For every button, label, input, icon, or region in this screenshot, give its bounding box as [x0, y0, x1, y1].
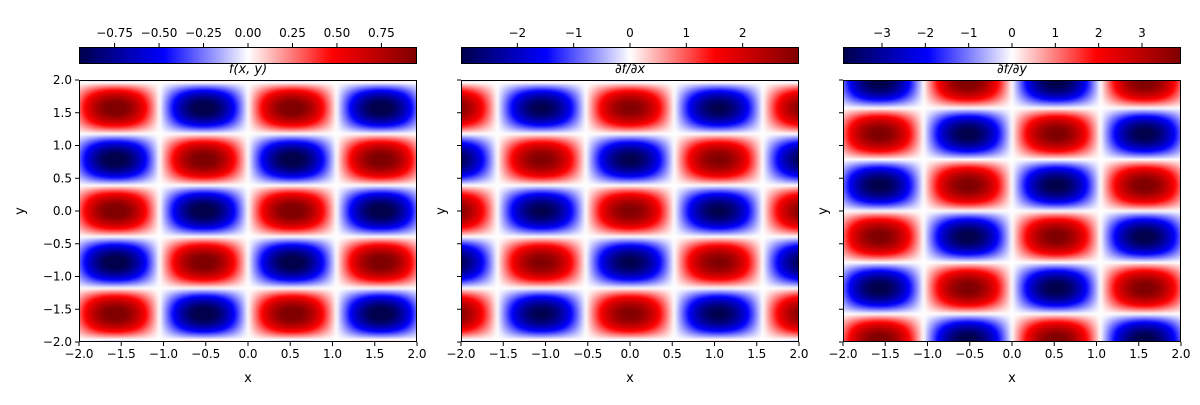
y-tick-label: 0.5: [53, 171, 72, 185]
panel-title: ∂f/∂x: [615, 62, 645, 77]
colorbar-gradient: [79, 47, 417, 64]
y-tick-label: 0.0: [53, 204, 72, 218]
colorbar: −2 −1 0 1 2: [461, 26, 799, 64]
plot-frame: [843, 80, 1181, 342]
y-axis-label: y: [816, 207, 831, 215]
colorbar-gradient: [843, 47, 1181, 64]
x-tick-label: 1.0: [323, 347, 342, 361]
colorbar-tick-label: 0: [1008, 26, 1016, 40]
colorbar-frame: [79, 47, 417, 64]
panel-title: f(x, y): [229, 62, 267, 77]
colorbar-tick-label: −0.25: [185, 26, 222, 40]
colorbar-tick-label: 0.50: [324, 26, 351, 40]
colorbar-tick-label: −0.50: [141, 26, 178, 40]
x-tick-label: −2.0: [828, 347, 857, 361]
x-tick-label: 0.5: [281, 347, 300, 361]
colorbar-tick-label: 1: [683, 26, 691, 40]
heatmap-image: [79, 80, 417, 342]
colorbar-tick-label: −2: [508, 26, 526, 40]
colorbar: −3 −2 −1 0 1 2 3: [843, 26, 1181, 64]
x-tick-label: 1.0: [1087, 347, 1106, 361]
x-tick-label: 2.0: [1171, 347, 1190, 361]
y-tick-label: −1.5: [43, 302, 72, 316]
colorbar-frame: [461, 47, 799, 64]
colorbar-frame: [843, 47, 1181, 64]
x-tick-label: −0.5: [191, 347, 220, 361]
panel-title: ∂f/∂y: [997, 62, 1027, 77]
x-axis-label: x: [1008, 371, 1016, 386]
y-tick-label: 1.0: [53, 139, 72, 153]
colorbar-tick-label: −1: [565, 26, 583, 40]
plot-frame: [79, 80, 417, 342]
colorbar-tick-label: −3: [873, 26, 891, 40]
x-tick-label: −1.5: [871, 347, 900, 361]
x-tick-label: −2.0: [446, 347, 475, 361]
colorbar-tick-label: 1: [1052, 26, 1060, 40]
x-tick-label: −1.5: [107, 347, 136, 361]
y-tick-label: −2.0: [43, 335, 72, 349]
x-tick-label: −1.0: [531, 347, 560, 361]
heatmap-image: [843, 80, 1181, 342]
x-tick-label: 0.5: [1045, 347, 1064, 361]
x-tick-label: 0.0: [620, 347, 639, 361]
x-tick-label: −1.0: [913, 347, 942, 361]
y-tick-label: 1.5: [53, 106, 72, 120]
panel-3: ∂f/∂y −2.0 −1.5 −1.0 −0.5 0.0 0.5 1.0 1.5 2.0 x y −3…: [816, 26, 1191, 386]
x-tick-label: 1.0: [705, 347, 724, 361]
x-axis-label: x: [626, 371, 634, 386]
x-tick-label: −1.5: [489, 347, 518, 361]
panel-1: f(x, y) −2.0 −1.5 −1.0 −0.5 0.0 0.5 1.0 1.5 2.0 x −…: [13, 26, 427, 386]
x-tick-label: 0.0: [1002, 347, 1021, 361]
x-tick-label: −2.0: [64, 347, 93, 361]
x-tick-label: 1.5: [1129, 347, 1148, 361]
x-tick-label: 2.0: [407, 347, 426, 361]
y-tick-label: −0.5: [43, 237, 72, 251]
colorbar-tick-label: 0.25: [279, 26, 306, 40]
heatmap-image: [461, 80, 799, 342]
colorbar: −0.75 −0.50 −0.25 0.00 0.25 0.50 0.75: [79, 26, 417, 64]
plot-frame: [461, 80, 799, 342]
colorbar-tick-label: 0.00: [235, 26, 262, 40]
panel-2: ∂f/∂x −2.0 −1.5 −1.0 −0.5 0.0 0.5 1.0 1.5 2.0 x y −2…: [434, 26, 809, 386]
y-axis-label: y: [434, 207, 449, 215]
colorbar-tick-label: 3: [1138, 26, 1146, 40]
x-tick-label: 1.5: [747, 347, 766, 361]
x-tick-label: −0.5: [955, 347, 984, 361]
x-tick-label: −0.5: [573, 347, 602, 361]
x-axis-label: x: [244, 371, 252, 386]
y-tick-label: 2.0: [53, 73, 72, 87]
x-tick-label: −1.0: [149, 347, 178, 361]
x-tick-label: 0.0: [238, 347, 257, 361]
colorbar-tick-label: −0.75: [96, 26, 133, 40]
colorbar-tick-label: −2: [916, 26, 934, 40]
y-axis-label: y: [13, 207, 28, 215]
colorbar-tick-label: −1: [960, 26, 978, 40]
x-tick-label: 1.5: [365, 347, 384, 361]
colorbar-tick-label: 0.75: [368, 26, 395, 40]
x-tick-label: 2.0: [789, 347, 808, 361]
colorbar-tick-label: 0: [626, 26, 634, 40]
colorbar-tick-label: 2: [739, 26, 747, 40]
colorbar-tick-label: 2: [1095, 26, 1103, 40]
colorbar-gradient: [461, 47, 799, 64]
x-tick-label: 0.5: [663, 347, 682, 361]
y-tick-label: −1.0: [43, 270, 72, 284]
